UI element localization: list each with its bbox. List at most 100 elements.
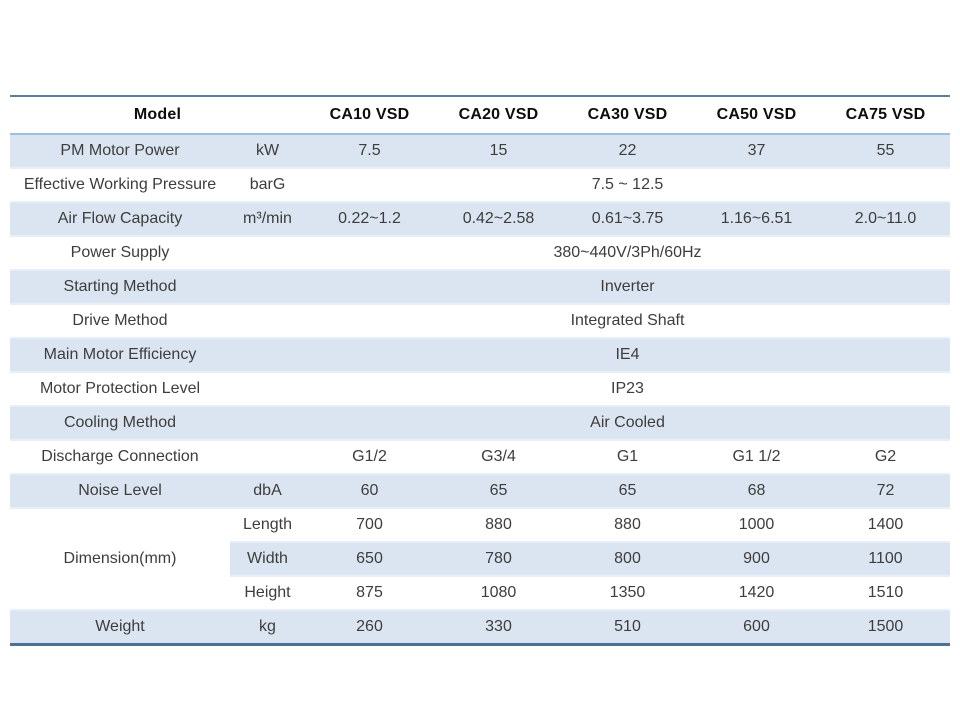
- row-effective-working-pressure: Effective Working Pressure barG 7.5 ~ 12…: [10, 168, 950, 202]
- value-cell: 0.22~1.2: [305, 201, 434, 237]
- model-column-header: CA10 VSD: [305, 96, 434, 135]
- row-dimension-height: Height 875 1080 1350 1420 1510: [10, 576, 950, 610]
- merged-value-cell: Air Cooled: [305, 405, 950, 441]
- unit-cell: kW: [230, 133, 305, 169]
- row-power-supply: Power Supply 380~440V/3Ph/60Hz: [10, 236, 950, 270]
- merged-value-cell: IP23: [611, 380, 644, 397]
- value-cell: 330: [434, 609, 563, 645]
- row-air-flow-capacity: Air Flow Capacity m³/min 0.22~1.2 0.42~2…: [10, 201, 950, 237]
- value-cell: 875: [356, 584, 383, 601]
- row-label-cell: Starting Method: [10, 269, 230, 305]
- value-cell: G1: [616, 448, 639, 465]
- merged-value-cell: 380~440V/3Ph/60Hz: [553, 244, 702, 261]
- unit-cell: barG: [249, 176, 286, 193]
- value-cell: 260: [305, 609, 434, 645]
- row-label-cell: PM Motor Power: [10, 133, 230, 169]
- unit-cell: [230, 440, 305, 474]
- unit-cell: kg: [230, 609, 305, 645]
- row-label-cell: Weight: [10, 609, 230, 645]
- value-cell: 0.61~3.75: [563, 201, 692, 237]
- value-cell: 60: [305, 473, 434, 509]
- row-motor-protection-level: Motor Protection Level IP23: [10, 372, 950, 406]
- value-cell: 900: [692, 541, 821, 577]
- value-cell: G1/2: [352, 448, 387, 465]
- value-cell: 1510: [867, 584, 904, 601]
- unit-cell: [230, 405, 305, 441]
- value-cell: 600: [692, 609, 821, 645]
- dimension-sub-label-cell: Height: [244, 584, 291, 601]
- value-cell: 0.42~2.58: [434, 201, 563, 237]
- row-dimension-length: Dimension(mm) Length 700 880 880 1000 14…: [10, 508, 950, 567]
- value-cell: 1080: [480, 584, 517, 601]
- value-cell: 1.16~6.51: [692, 201, 821, 237]
- compressor-spec-table: Model CA10 VSD CA20 VSD CA30 VSD CA50 VS…: [10, 95, 950, 646]
- value-cell: 1000: [738, 516, 775, 533]
- model-column-header: CA30 VSD: [563, 96, 692, 135]
- row-label-cell: Main Motor Efficiency: [10, 337, 230, 373]
- row-pm-motor-power: PM Motor Power kW 7.5 15 22 37 55: [10, 133, 950, 169]
- merged-value-cell: Integrated Shaft: [570, 312, 685, 329]
- row-label-cell: Motor Protection Level: [39, 380, 201, 397]
- model-column-header: CA75 VSD: [821, 96, 950, 135]
- dimension-sub-label-cell: Width: [230, 541, 305, 577]
- unit-cell: [230, 236, 305, 270]
- value-cell: 510: [563, 609, 692, 645]
- value-cell: 65: [563, 473, 692, 509]
- value-cell: G1 1/2: [732, 448, 781, 465]
- unit-cell: m³/min: [230, 201, 305, 237]
- value-cell: 1350: [609, 584, 646, 601]
- value-cell: 780: [434, 541, 563, 577]
- value-cell: 15: [434, 133, 563, 169]
- table-header-row: Model CA10 VSD CA20 VSD CA30 VSD CA50 VS…: [10, 96, 950, 135]
- value-cell: 1420: [738, 584, 775, 601]
- value-cell: 700: [356, 516, 383, 533]
- value-cell: 880: [485, 516, 512, 533]
- model-column-header: CA50 VSD: [692, 96, 821, 135]
- row-label-cell: Noise Level: [10, 473, 230, 509]
- row-label-cell: Power Supply: [70, 244, 170, 261]
- row-cooling-method: Cooling Method Air Cooled: [10, 405, 950, 441]
- dimension-sub-label-cell: Length: [243, 516, 292, 533]
- value-cell: 68: [692, 473, 821, 509]
- value-cell: 22: [563, 133, 692, 169]
- row-weight: Weight kg 260 330 510 600 1500: [10, 609, 950, 645]
- value-cell: 37: [692, 133, 821, 169]
- value-cell: 2.0~11.0: [821, 201, 950, 237]
- unit-cell: dbA: [230, 473, 305, 509]
- row-noise-level: Noise Level dbA 60 65 65 68 72: [10, 473, 950, 509]
- unit-cell: [230, 337, 305, 373]
- spec-table-container: Model CA10 VSD CA20 VSD CA30 VSD CA50 VS…: [10, 95, 950, 646]
- model-header-cell: Model: [10, 96, 305, 135]
- row-main-motor-efficiency: Main Motor Efficiency IE4: [10, 337, 950, 373]
- row-label-cell: Discharge Connection: [41, 448, 199, 465]
- unit-cell: [230, 269, 305, 305]
- value-cell: 1400: [867, 516, 904, 533]
- value-cell: 7.5: [305, 133, 434, 169]
- row-label-cell: Drive Method: [72, 312, 168, 329]
- value-cell: 1500: [821, 609, 950, 645]
- value-cell: 1100: [821, 541, 950, 577]
- row-discharge-connection: Discharge Connection G1/2 G3/4 G1 G1 1/2…: [10, 440, 950, 474]
- merged-value-cell: Inverter: [305, 269, 950, 305]
- merged-value-cell: IE4: [305, 337, 950, 373]
- value-cell: 800: [563, 541, 692, 577]
- model-column-header: CA20 VSD: [434, 96, 563, 135]
- row-drive-method: Drive Method Integrated Shaft: [10, 304, 950, 338]
- unit-cell: [230, 304, 305, 338]
- row-label-cell: Cooling Method: [10, 405, 230, 441]
- value-cell: G2: [874, 448, 897, 465]
- dimension-group-label-cell: Dimension(mm): [63, 550, 177, 567]
- row-label-cell: Effective Working Pressure: [23, 176, 217, 193]
- value-cell: G3/4: [481, 448, 516, 465]
- merged-value-cell: 7.5 ~ 12.5: [591, 176, 664, 193]
- value-cell: 880: [614, 516, 641, 533]
- row-label-cell: Air Flow Capacity: [10, 201, 230, 237]
- unit-cell: [230, 372, 305, 406]
- value-cell: 72: [821, 473, 950, 509]
- row-starting-method: Starting Method Inverter: [10, 269, 950, 305]
- value-cell: 55: [821, 133, 950, 169]
- row-dimension-width: Width 650 780 800 900 1100: [10, 541, 950, 577]
- value-cell: 65: [434, 473, 563, 509]
- value-cell: 650: [305, 541, 434, 577]
